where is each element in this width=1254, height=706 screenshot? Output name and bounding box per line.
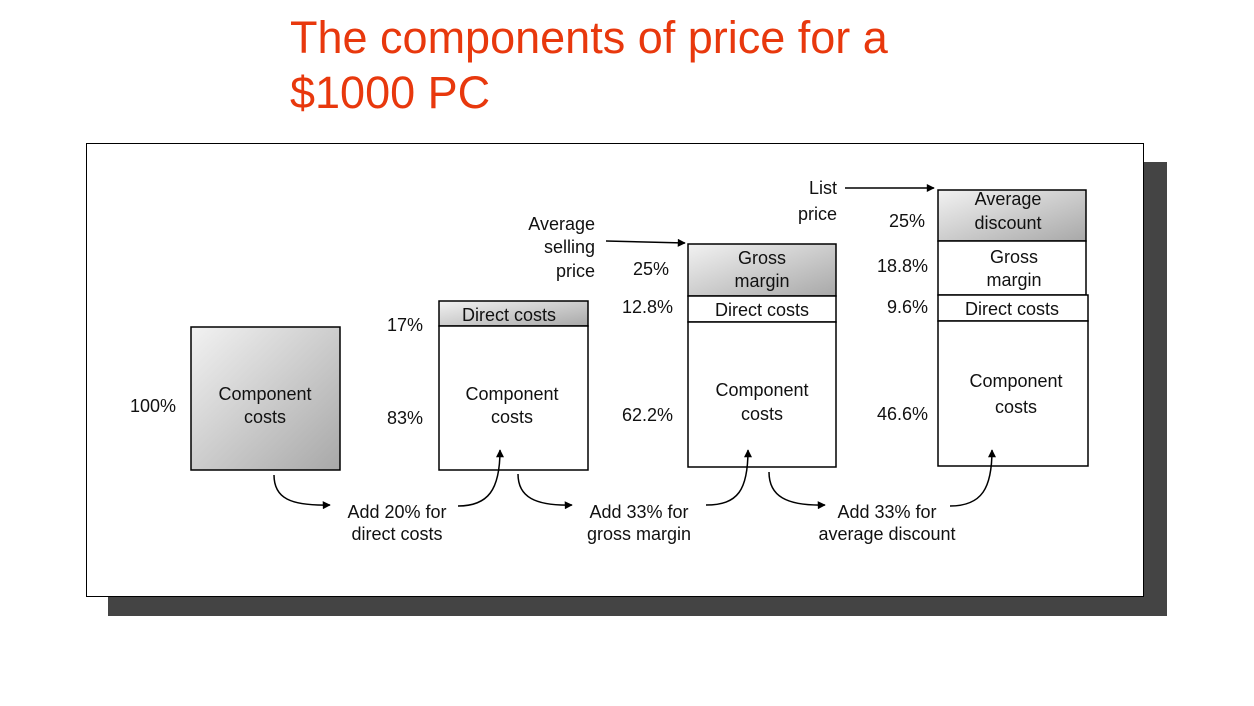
stage-3-margin-label-line-2: margin	[734, 271, 789, 291]
stage-4-component-block	[937, 320, 1089, 467]
list-price-label-line-2: price	[798, 204, 837, 224]
stage-4-margin-label-line-1: Gross	[990, 247, 1038, 267]
stage-2-component-label-line-2: costs	[491, 407, 533, 427]
transition-1-out-arrow	[273, 474, 331, 510]
stage-4-direct-percent: 9.6%	[887, 297, 928, 317]
transition-3-in-arrow	[949, 449, 996, 507]
stage-4-discount-percent: 25%	[889, 211, 925, 231]
transition-3-label-line-1: Add 33% for	[837, 502, 936, 522]
title-line-2: $1000 PC	[290, 67, 491, 118]
transition-1-label-line-1: Add 20% for	[347, 502, 446, 522]
stage-4: Average discount Gross margin Direct cos…	[798, 178, 1089, 467]
stage-4-component-label-line-2: costs	[995, 397, 1037, 417]
stage-2-direct-costs-label: Direct costs	[462, 305, 556, 325]
stage-4-component-label-line-1: Component	[969, 371, 1062, 391]
stage-4-average-discount-block	[937, 189, 1087, 242]
stage-2: Direct costs Component costs 17% 83%	[387, 300, 589, 471]
stage-3-direct-percent: 12.8%	[622, 297, 673, 317]
stage-4-component-percent: 46.6%	[877, 404, 928, 424]
stage-2-component-percent: 83%	[387, 408, 423, 428]
stage-4-margin-label-line-2: margin	[986, 270, 1041, 290]
stage-4-discount-label-line-2: discount	[974, 213, 1041, 233]
stage-3-component-label-line-1: Component	[715, 380, 808, 400]
transition-2-in-arrow	[705, 449, 752, 506]
transition-arrows	[273, 449, 996, 510]
slide-title: The components of price for a $1000 PC	[290, 10, 1190, 120]
average-selling-price-label-line-2: selling	[544, 237, 595, 257]
list-price-label-line-1: List	[809, 178, 837, 198]
stage-4-discount-label-line-1: Average	[975, 189, 1042, 209]
stage-1: Component costs 100%	[130, 326, 341, 471]
stage-3-direct-costs-label: Direct costs	[715, 300, 809, 320]
stage-3-margin-percent: 25%	[633, 259, 669, 279]
stage-2-direct-percent: 17%	[387, 315, 423, 335]
transition-1-in-arrow	[457, 449, 504, 507]
stage-2-component-label-line-1: Component	[465, 384, 558, 404]
transition-labels: Add 20% for direct costs Add 33% for gro…	[347, 502, 955, 544]
stage-1-percent: 100%	[130, 396, 176, 416]
transition-3-label-line-2: average discount	[818, 524, 955, 544]
stage-3-component-block	[687, 321, 837, 468]
transition-2-out-arrow	[517, 473, 573, 510]
transition-1-label-line-2: direct costs	[351, 524, 442, 544]
stage-4-direct-costs-block	[937, 294, 1089, 322]
stage-2-component-block	[438, 325, 589, 471]
stage-1-component-label-line-2: costs	[244, 407, 286, 427]
average-selling-price-label-line-3: price	[556, 261, 595, 281]
title-line-1: The components of price for a	[290, 12, 888, 63]
stage-1-component-label-line-1: Component	[218, 384, 311, 404]
stage-1-component-block	[190, 326, 341, 471]
average-selling-price-arrow	[605, 238, 686, 247]
transition-2-label-line-2: gross margin	[587, 524, 691, 544]
average-selling-price-label-line-1: Average	[528, 214, 595, 234]
stage-3-direct-costs-block	[687, 295, 837, 323]
stage-3-margin-label-line-1: Gross	[738, 248, 786, 268]
stage-3-component-label-line-2: costs	[741, 404, 783, 424]
stage-3-component-percent: 62.2%	[622, 405, 673, 425]
transition-2-label-line-1: Add 33% for	[589, 502, 688, 522]
stage-4-margin-percent: 18.8%	[877, 256, 928, 276]
stage-4-gross-margin-block	[937, 240, 1087, 296]
stage-4-direct-costs-label: Direct costs	[965, 299, 1059, 319]
transition-3-out-arrow	[768, 471, 826, 510]
stage-3: Gross margin Direct costs Component cost…	[528, 214, 837, 468]
